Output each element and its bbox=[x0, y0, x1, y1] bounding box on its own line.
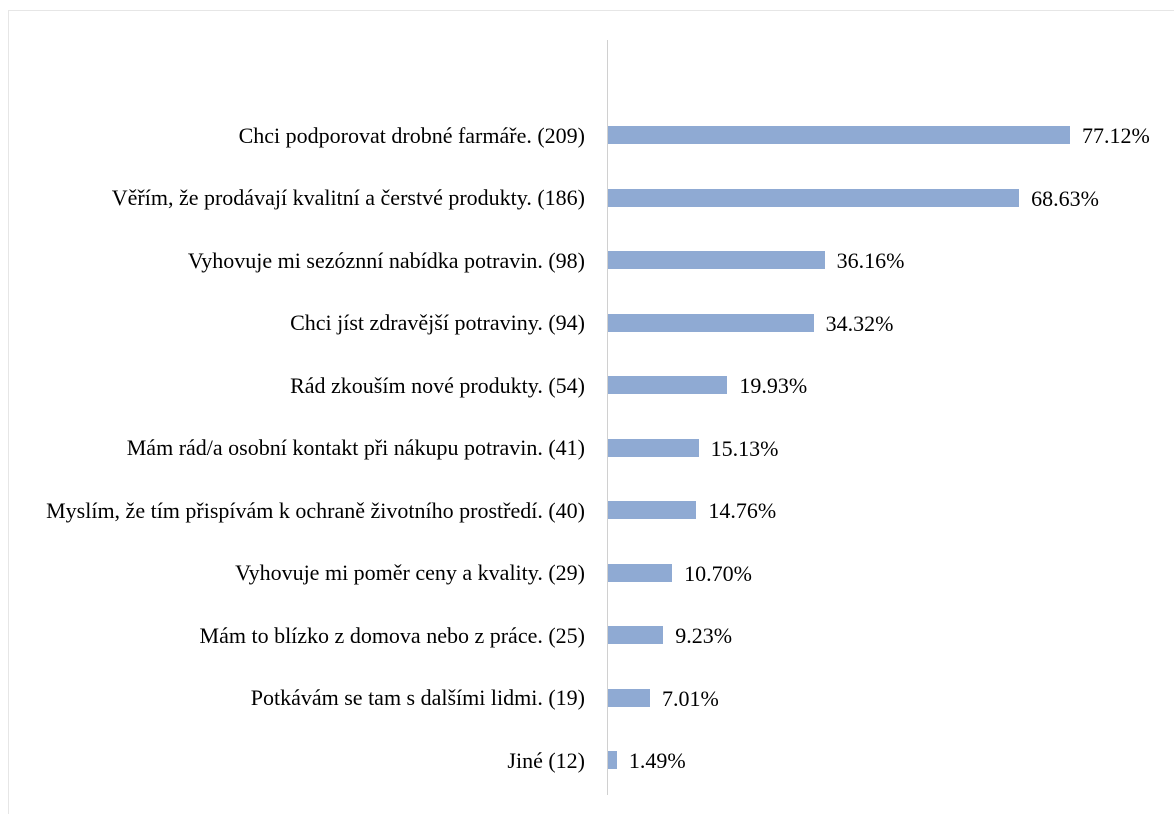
category-label-text: Potkávám se tam s dalšími lidmi. (19) bbox=[250, 685, 585, 710]
value-label: 10.70% bbox=[684, 560, 752, 586]
bar bbox=[608, 501, 697, 519]
category-label: Rád zkouším nové produkty. (54) bbox=[25, 374, 585, 397]
bar bbox=[608, 626, 664, 644]
value-label: 9.23% bbox=[675, 623, 733, 648]
value-label: 19.93% bbox=[739, 373, 808, 398]
value-label: 14.76% bbox=[708, 498, 777, 523]
category-label-text: Rád zkouším nové produkty. (54) bbox=[290, 372, 585, 398]
category-label-text: Mám rád/a osobní kontakt při nákupu potr… bbox=[126, 435, 585, 460]
value-label: 15.13% bbox=[710, 435, 779, 461]
value-label: 68.63% bbox=[1031, 185, 1099, 211]
category-label: Chci podporovat drobné farmáře. (209) bbox=[25, 124, 585, 147]
category-label: Mám to blízko z domova nebo z práce. (25… bbox=[25, 624, 585, 647]
bar bbox=[608, 376, 728, 394]
category-label-text: Chci podporovat drobné farmáře. (209) bbox=[238, 122, 585, 148]
category-axis bbox=[607, 40, 608, 795]
category-label-text: Mám to blízko z domova nebo z práce. (25… bbox=[199, 622, 585, 648]
bar bbox=[608, 563, 673, 582]
category-label: Jiné (12) bbox=[25, 749, 585, 772]
bar bbox=[608, 751, 617, 769]
category-label-text: Myslím, že tím přispívám k ochraně život… bbox=[46, 497, 585, 523]
category-label-text: Vyhovuje mi poměr ceny a kvality. (29) bbox=[235, 560, 585, 585]
category-label-text: Věřím, že prodávají kvalitní a čerstvé p… bbox=[111, 185, 585, 210]
value-label: 7.01% bbox=[661, 685, 719, 711]
value-label: 77.12% bbox=[1082, 123, 1150, 148]
bar bbox=[608, 688, 650, 707]
category-label: Vyhovuje mi sezóznní nabídka potravin. (… bbox=[25, 249, 585, 272]
value-label: 1.49% bbox=[628, 748, 686, 773]
bar bbox=[608, 438, 699, 457]
value-label: 36.16% bbox=[836, 248, 905, 273]
value-label: 34.32% bbox=[825, 310, 894, 336]
category-label: Myslím, že tím přispívám k ochraně život… bbox=[25, 499, 585, 522]
bar bbox=[608, 313, 814, 332]
category-label: Vyhovuje mi poměr ceny a kvality. (29) bbox=[25, 561, 585, 584]
chart-frame bbox=[8, 10, 1174, 814]
bar bbox=[608, 126, 1070, 144]
category-label-text: Vyhovuje mi sezóznní nabídka potravin. (… bbox=[187, 247, 585, 273]
category-label: Chci jíst zdravější potraviny. (94) bbox=[25, 311, 585, 334]
bar bbox=[608, 188, 1020, 207]
category-label-text: Jiné (12) bbox=[507, 747, 585, 773]
category-label-text: Chci jíst zdravější potraviny. (94) bbox=[290, 310, 585, 335]
category-label: Potkávám se tam s dalšími lidmi. (19) bbox=[25, 686, 585, 709]
bar bbox=[608, 251, 825, 269]
category-label: Mám rád/a osobní kontakt při nákupu potr… bbox=[25, 436, 585, 459]
category-label: Věřím, že prodávají kvalitní a čerstvé p… bbox=[25, 186, 585, 209]
